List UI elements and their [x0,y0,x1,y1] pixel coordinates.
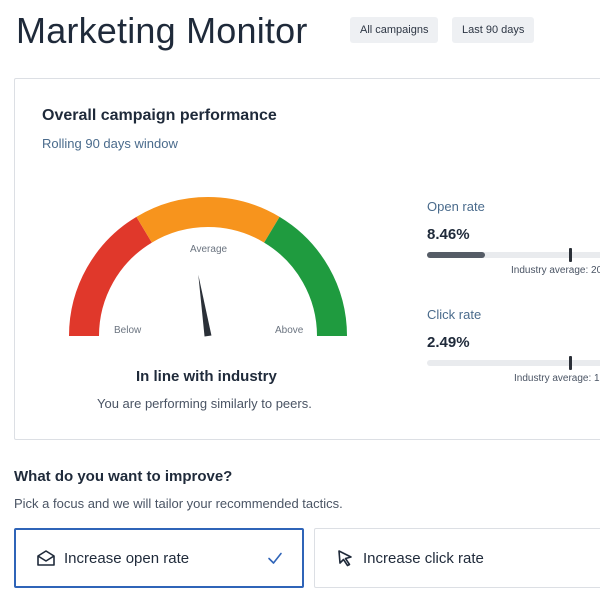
envelope-open-icon [36,548,56,568]
verdict-title: In line with industry [136,368,277,385]
performance-card: Overall campaign performance Rolling 90 … [14,78,600,440]
gauge-label-average: Average [190,244,228,255]
option-increase-click-rate[interactable]: Increase click rate [314,528,600,588]
gauge-label-below: Below [114,325,142,336]
industry-average-marker [569,356,572,370]
filter-all-campaigns[interactable]: All campaigns [350,17,439,43]
metric-value: 2.49% [427,334,470,351]
metric-open-rate: Open rate 8.46% [427,199,600,262]
gauge-label-above: Above [275,325,304,336]
page-title: Marketing Monitor [16,10,308,51]
cursor-arrow-icon [335,548,355,568]
header: Marketing Monitor [16,8,308,54]
gauge-needle [198,274,212,337]
metric-bar [427,248,600,262]
option-increase-open-rate[interactable]: Increase open rate [14,528,304,588]
card-title: Overall campaign performance [42,107,277,124]
industry-average-marker [569,248,572,262]
improve-title: What do you want to improve? [14,468,233,485]
metric-bar-fill [427,252,485,258]
filter-date-range[interactable]: Last 90 days [452,17,535,43]
card-subtitle: Rolling 90 days window [42,136,178,151]
gauge-segment-above [263,216,347,337]
option-label: Increase click rate [363,549,484,567]
check-icon [268,552,282,564]
metric-label: Open rate [427,199,485,214]
option-label: Increase open rate [64,549,190,567]
performance-gauge [69,197,347,337]
industry-average-text: Industry average: 1 [514,373,600,384]
verdict-detail: You are performing similarly to peers. [97,396,312,411]
metric-label: Click rate [427,307,482,322]
gauge-segment-below [69,216,153,337]
metric-bar [427,356,600,370]
industry-average-text: Industry average: 20 [511,265,600,276]
metric-click-rate: Click rate 2.49% [427,307,600,370]
gauge-segment-average [136,197,280,243]
improve-subtitle: Pick a focus and we will tailor your rec… [14,496,343,511]
metric-value: 8.46% [427,226,470,243]
